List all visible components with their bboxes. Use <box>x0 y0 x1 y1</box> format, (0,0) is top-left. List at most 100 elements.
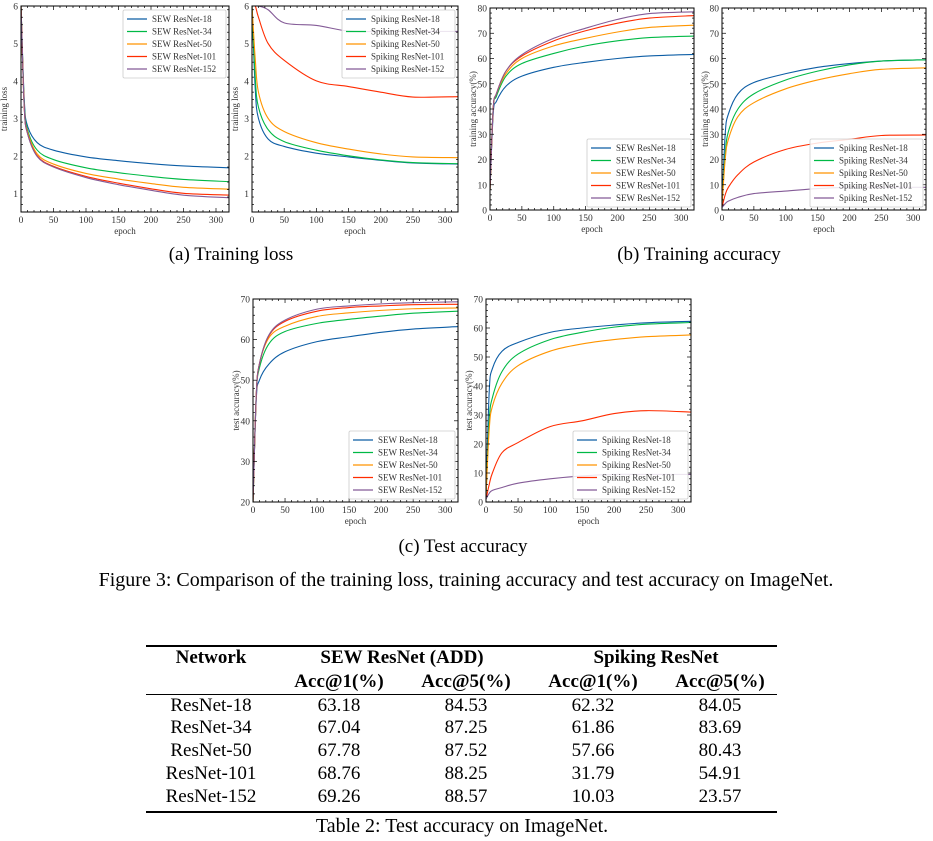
x-tick-label: 50 <box>279 216 289 226</box>
x-tick-label: 250 <box>642 214 657 224</box>
y-tick-label: 0 <box>478 499 483 509</box>
accuracy-cell: 84.53 <box>444 695 488 716</box>
legend-entry: SEW ResNet-152 <box>616 193 680 203</box>
x-tick-label: 100 <box>779 214 794 224</box>
y-tick-label: 2 <box>13 152 18 162</box>
legend-box <box>122 9 227 79</box>
chart-panel-1: 0 50 100 150 200 250 300 1 2 3 4 5 6 epoch training lo… <box>230 3 459 236</box>
y-tick-label: 70 <box>710 30 720 40</box>
legend-box <box>341 9 456 79</box>
x-tick-label: 150 <box>579 214 594 224</box>
accuracy-cell: 88.25 <box>444 763 488 784</box>
x-axis-label: epoch <box>813 224 835 234</box>
series-line-spiking-resnet-101 <box>252 6 458 98</box>
legend: SEW ResNet-18 SEW ResNet-34 SEW ResNet-50 S… <box>586 138 692 208</box>
header-spiking-acc5: Acc@5(%) <box>675 671 765 692</box>
legend-entry: SEW ResNet-50 <box>378 460 438 470</box>
legend-entry: Spiking ResNet-152 <box>602 485 675 495</box>
series-line-spiking-resnet-101 <box>722 134 926 208</box>
chart-panel-4: 0 50 100 150 200 250 300 20 30 40 50 60 70 epoch test … <box>231 296 459 526</box>
series-line-spiking-resnet-18 <box>486 320 691 497</box>
legend-box <box>809 138 924 208</box>
y-tick-label: 40 <box>474 383 484 393</box>
x-axis-label: epoch <box>345 516 367 526</box>
figure-caption: Figure 3: Comparison of the training los… <box>98 569 834 591</box>
network-name-cell: ResNet-50 <box>170 740 252 761</box>
accuracy-cell: 61.86 <box>571 717 615 738</box>
x-tick-label: 200 <box>374 506 389 516</box>
y-tick-label: 50 <box>710 80 720 90</box>
accuracy-cell: 67.78 <box>317 740 361 761</box>
accuracy-cell: 87.25 <box>444 717 488 738</box>
y-tick-label: 60 <box>241 336 251 346</box>
accuracy-cell: 54.91 <box>698 763 742 784</box>
accuracy-cell: 10.03 <box>571 786 615 807</box>
legend-entry: Spiking ResNet-18 <box>371 14 440 24</box>
accuracy-cell: 80.43 <box>698 740 742 761</box>
y-tick-label: 40 <box>478 106 488 116</box>
legend-entry: Spiking ResNet-152 <box>839 193 912 203</box>
legend-entry: Spiking ResNet-18 <box>602 435 671 445</box>
y-tick-label: 70 <box>478 30 488 40</box>
x-tick-label: 250 <box>406 216 421 226</box>
y-tick-label: 60 <box>710 55 720 65</box>
y-tick-label: 20 <box>241 499 251 509</box>
chart-panel-0: 0 50 100 150 200 250 300 1 2 3 4 5 6 epoch training lo… <box>0 3 230 236</box>
legend: Spiking ResNet-18 Spiking ResNet-34 Spikin… <box>341 9 456 79</box>
y-tick-label: 50 <box>241 377 251 387</box>
x-tick-label: 100 <box>310 506 325 516</box>
x-tick-label: 300 <box>438 506 453 516</box>
y-tick-label: 80 <box>478 5 488 15</box>
y-tick-label: 70 <box>474 296 484 306</box>
legend-entry: SEW ResNet-50 <box>616 168 676 178</box>
legend-entry: SEW ResNet-152 <box>152 64 216 74</box>
y-tick-label: 20 <box>478 156 488 166</box>
x-tick-label: 250 <box>874 214 889 224</box>
series-line-spiking-resnet-34 <box>486 321 691 497</box>
x-tick-label: 250 <box>406 506 421 516</box>
table-top-rule <box>146 645 777 647</box>
legend: SEW ResNet-18 SEW ResNet-34 SEW ResNet-50 S… <box>122 9 227 79</box>
legend-box <box>572 430 689 500</box>
caption-training-loss: (a) Training loss <box>168 244 294 265</box>
y-tick-label: 30 <box>241 458 251 468</box>
y-tick-label: 4 <box>13 77 18 87</box>
legend-entry: SEW ResNet-18 <box>378 435 438 445</box>
accuracy-cell: 23.57 <box>698 786 742 807</box>
x-tick-label: 200 <box>374 216 389 226</box>
chart-panel-5: 0 50 100 150 200 250 300 0 10 20 30 40 50 60 70 epoch te… <box>464 296 692 526</box>
x-tick-label: 0 <box>720 214 725 224</box>
legend-entry: SEW ResNet-101 <box>152 52 216 62</box>
series-line-spiking-resnet-34 <box>722 59 926 205</box>
y-tick-label: 20 <box>474 441 484 451</box>
series-line-spiking-resnet-50 <box>252 6 458 159</box>
x-tick-label: 150 <box>575 506 590 516</box>
y-tick-label: 0 <box>482 207 487 217</box>
network-name-cell: ResNet-18 <box>170 695 252 716</box>
y-axis-label: training accuracy(%) <box>468 71 478 147</box>
network-name-cell: ResNet-101 <box>165 763 257 784</box>
header-spiking-resnet: Spiking ResNet <box>593 647 719 668</box>
legend-entry: Spiking ResNet-34 <box>371 27 440 37</box>
series-line-spiking-resnet-101 <box>486 410 691 500</box>
y-tick-label: 5 <box>13 40 18 50</box>
accuracy-cell: 83.69 <box>698 717 742 738</box>
x-tick-label: 300 <box>438 216 453 226</box>
y-axis-label: training loss <box>0 86 9 131</box>
caption-test-accuracy: (c) Test accuracy <box>398 536 528 557</box>
table-bottom-rule <box>146 811 777 813</box>
x-axis-label: epoch <box>578 516 600 526</box>
table-caption: Table 2: Test accuracy on ImageNet. <box>315 815 609 837</box>
chart-panel-2: 0 50 100 150 200 250 300 0 10 20 30 40 50 60 70 80 epoch… <box>468 5 695 234</box>
y-tick-label: 40 <box>241 417 251 427</box>
series-line-spiking-resnet-50 <box>722 67 926 205</box>
y-tick-label: 50 <box>474 354 484 364</box>
y-axis-label: training accuracy(%) <box>700 71 710 147</box>
x-axis-label: epoch <box>114 226 136 236</box>
legend-entry: Spiking ResNet-50 <box>602 460 671 470</box>
x-tick-label: 0 <box>484 506 489 516</box>
series-line-sew-resnet-18 <box>490 53 694 190</box>
legend: Spiking ResNet-18 Spiking ResNet-34 Spikin… <box>809 138 924 208</box>
x-tick-label: 300 <box>671 506 686 516</box>
